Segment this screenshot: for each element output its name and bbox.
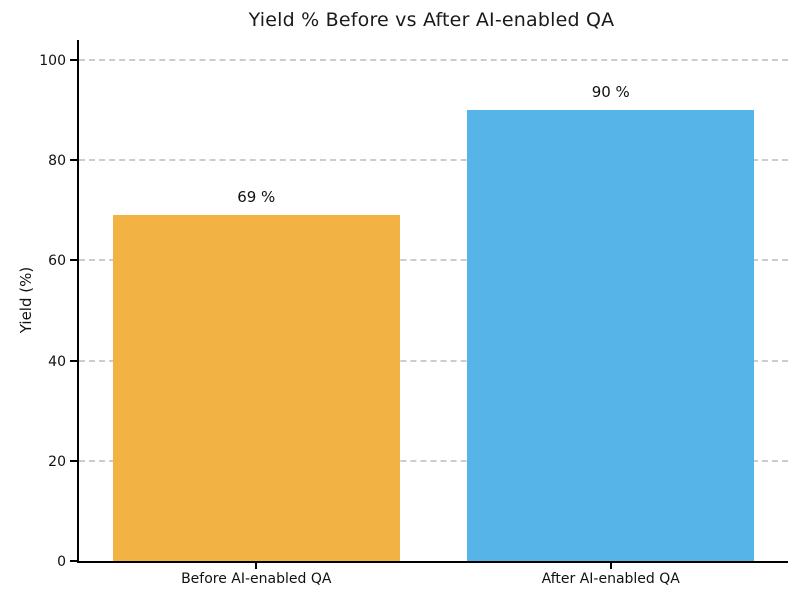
y-tick-mark <box>70 560 77 562</box>
y-tick-mark <box>70 159 77 162</box>
y-tick-label: 80 <box>48 153 66 170</box>
y-tick-label: 100 <box>39 53 66 70</box>
gridline-y-20 <box>79 459 788 462</box>
y-tick-label: 60 <box>48 253 66 270</box>
y-tick-mark <box>70 359 77 362</box>
x-category-label: After AI-enabled QA <box>541 571 680 587</box>
x-category-label: Before AI-enabled QA <box>181 571 332 587</box>
bar-value-label: 90 % <box>591 83 630 102</box>
bar-after <box>467 110 755 561</box>
y-tick-label: 20 <box>48 453 66 470</box>
gridline-y-100 <box>79 59 788 62</box>
y-tick-label: 40 <box>48 353 66 370</box>
gridline-y-60 <box>79 259 788 262</box>
plot-area: 69 % 90 % 0 20 40 60 80 100 Before AI-enabled Q… <box>39 40 788 587</box>
chart-title: Yield % Before vs After AI-enabled QA <box>248 9 615 31</box>
y-tick-mark <box>70 59 77 62</box>
x-tick-mark <box>255 563 258 569</box>
y-tick-label: 0 <box>57 554 66 570</box>
gridline-y-40 <box>79 359 788 362</box>
x-tick-mark <box>609 563 612 569</box>
y-tick-mark <box>70 259 77 262</box>
bar-value-label: 69 % <box>237 188 276 207</box>
gridline-y-80 <box>79 159 788 162</box>
y-axis-title: Yield (%) <box>17 266 35 334</box>
y-tick-mark <box>70 459 77 462</box>
bar-before <box>112 215 400 561</box>
